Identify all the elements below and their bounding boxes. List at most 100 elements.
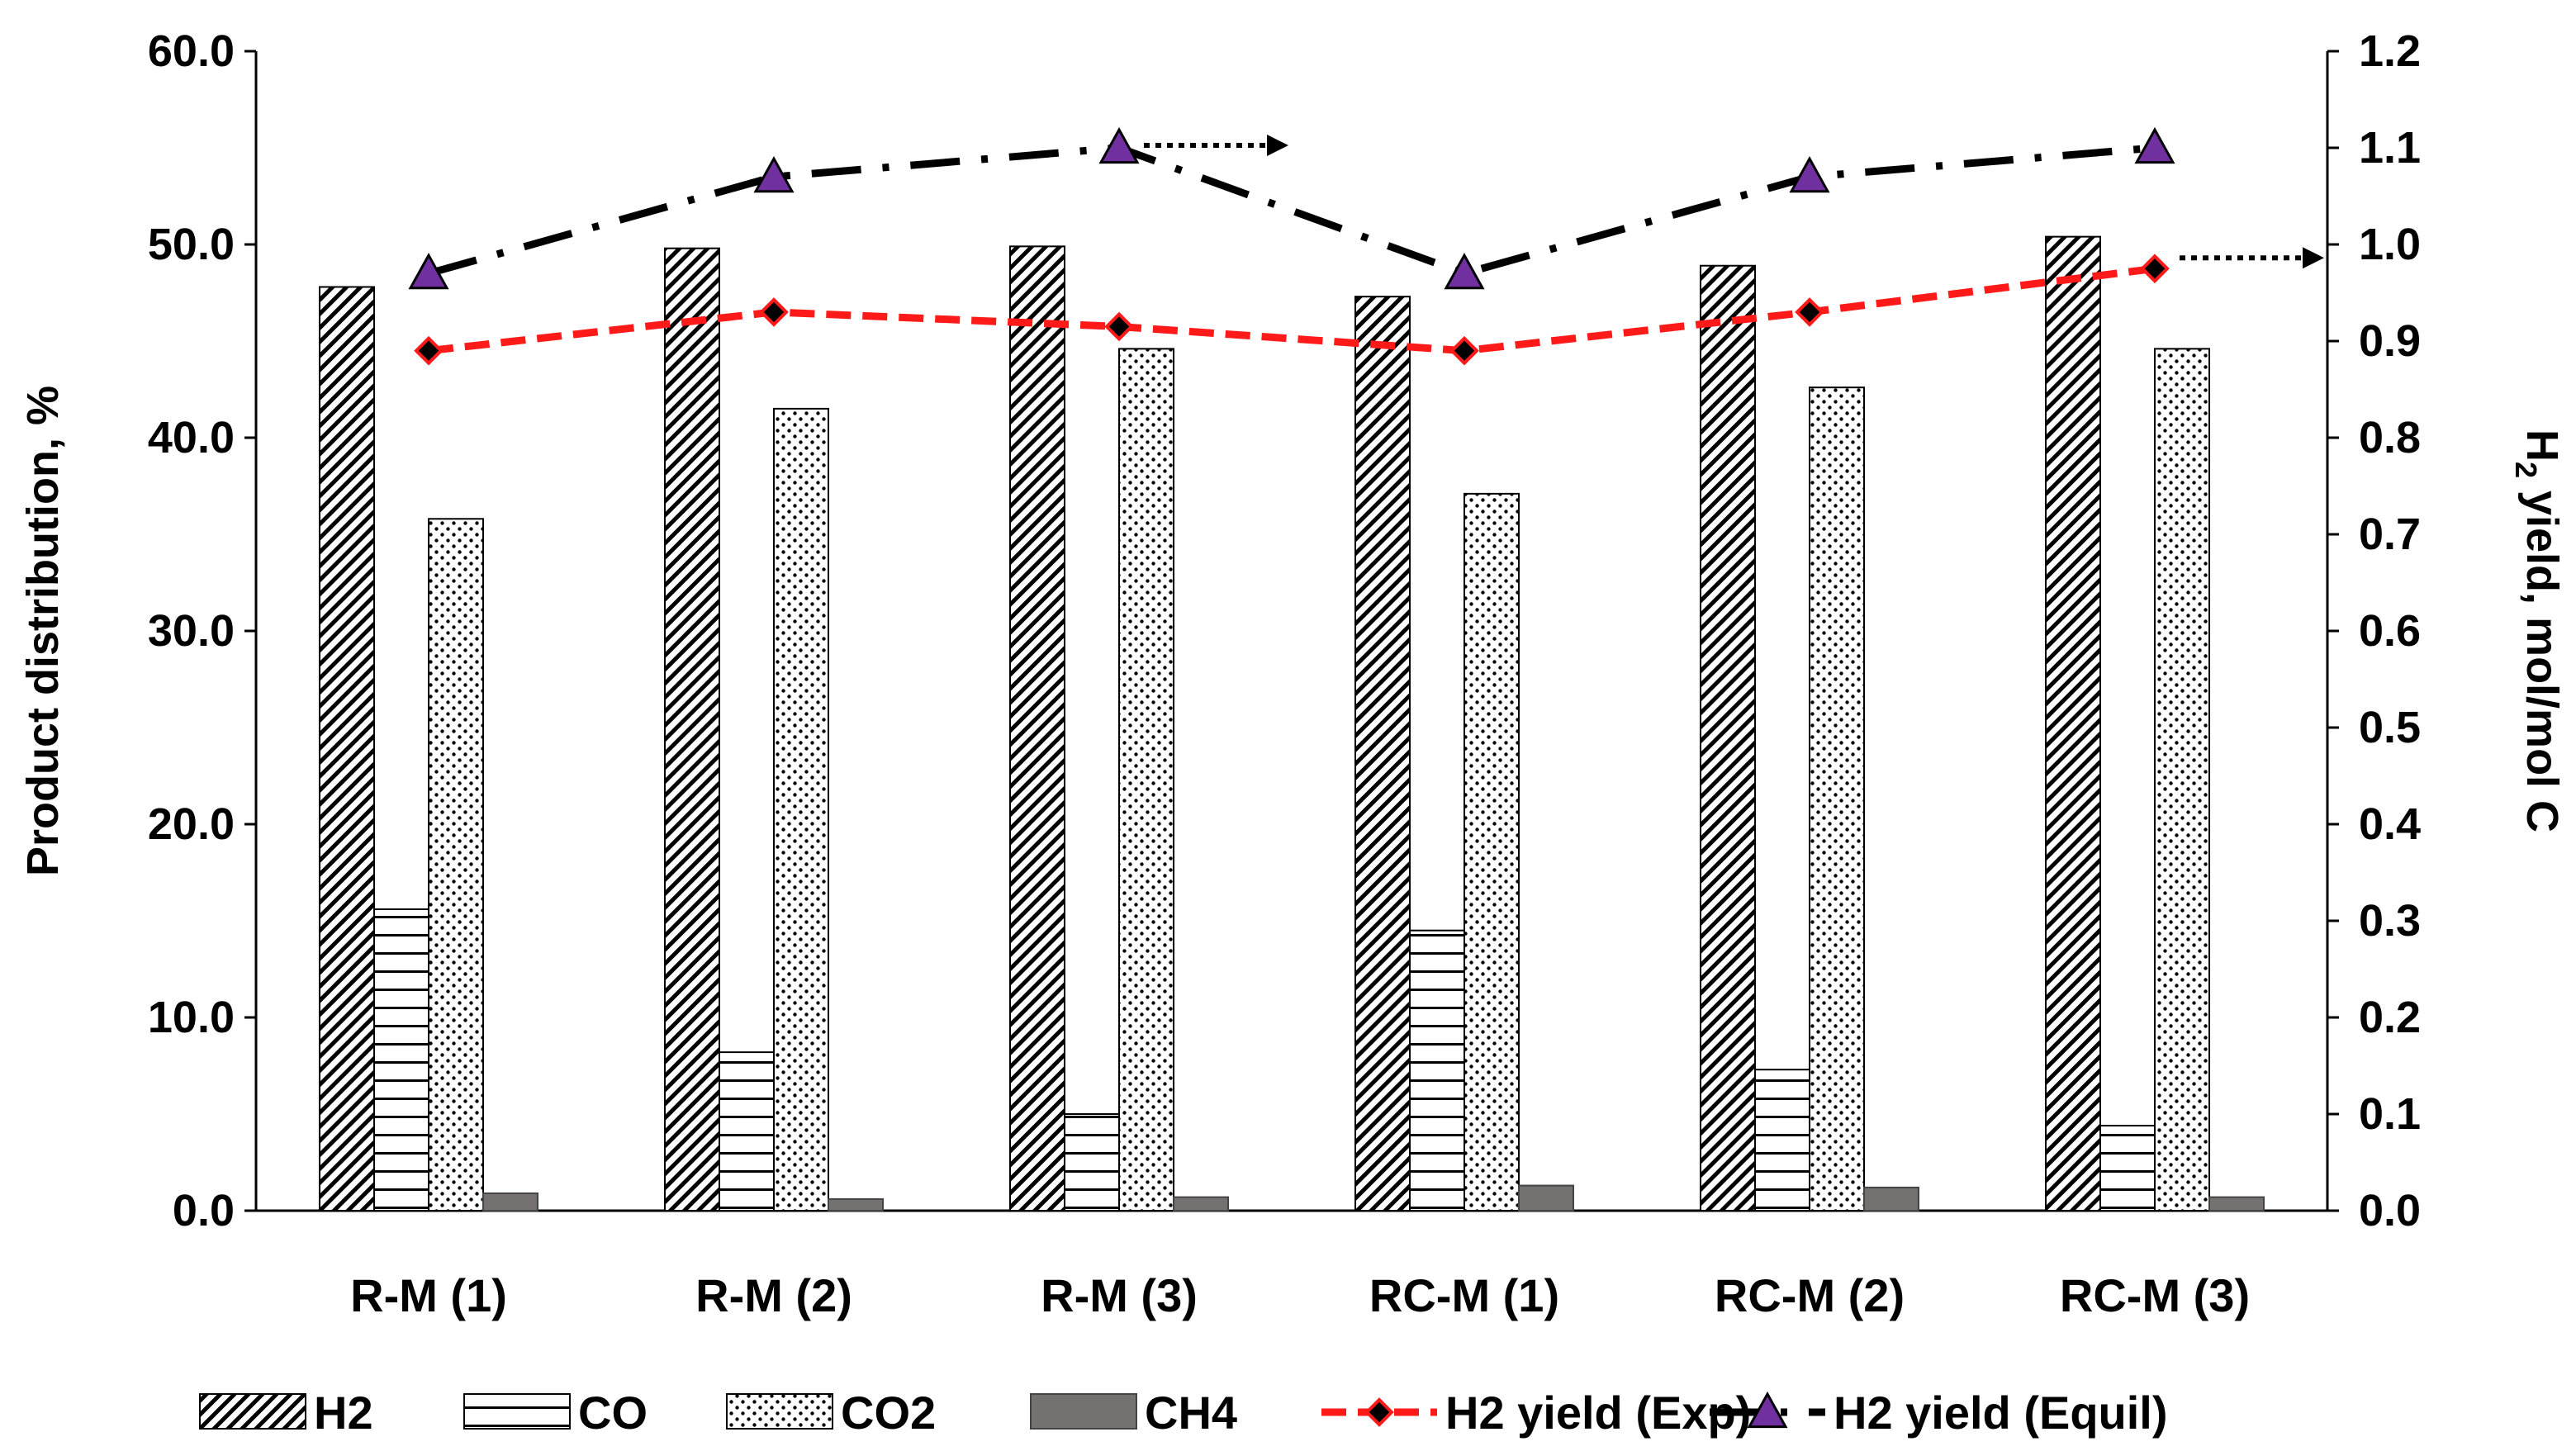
bar-h2-r-m-1 [319,286,375,1212]
bar-ch4-r-m-2 [828,1197,884,1212]
series-markers [408,126,2175,366]
category-label-r-m-3: R-M (3) [1041,1269,1198,1321]
annotation-arrow-head [2303,247,2324,269]
line-h2-yield-equil [427,144,2156,277]
left-tick-label: 50.0 [148,220,235,269]
right-axis-title-h: H [2517,429,2567,462]
category-label-r-m-2: R-M (2) [695,1269,852,1321]
marker-h2-yield-exp-rc-m-3 [2140,254,2170,284]
right-tick-label: 0.0 [2359,1186,2421,1235]
right-tick-label: 1.2 [2359,26,2421,76]
left-tick-label: 20.0 [148,799,235,849]
marker-h2-yield-equil-r-m-2 [753,156,795,193]
bar-h2-r-m-3 [1009,245,1065,1212]
bar-co2-rc-m-1 [1464,492,1520,1212]
legend-swatch-h2 [199,1393,306,1430]
bar-ch4-rc-m-2 [1863,1186,1919,1212]
left-axis-ticks: 0.0 10.0 20.0 30.0 40.0 50.0 60.0 [148,26,256,1235]
right-tick-label: 1.1 [2359,123,2421,173]
marker-h2-yield-exp-r-m-1 [414,335,444,366]
marker-h2-yield-equil-r-m-1 [408,253,449,290]
right-tick-label: 1.0 [2359,220,2421,269]
legend-item-co2: CO2 [726,1387,936,1439]
right-tick-label: 0.1 [2359,1089,2421,1139]
legend-item-h2-yield-exp: H2 yield (Exp) [1321,1387,1751,1439]
legend-label-co2: CO2 [841,1387,936,1439]
legend-swatch-co2 [726,1393,833,1430]
legend-item-h2: H2 [199,1387,373,1439]
left-tick-label: 0.0 [173,1186,235,1235]
bar-co2-rc-m-2 [1809,386,1865,1212]
right-tick-label: 0.2 [2359,993,2421,1042]
bar-co-rc-m-1 [1409,929,1465,1212]
bar-co2-r-m-1 [428,518,484,1212]
bar-ch4-r-m-3 [1173,1196,1229,1212]
axes [254,51,2329,1212]
bar-co-rc-m-2 [1754,1069,1810,1212]
bar-co-r-m-1 [373,908,429,1212]
right-axis-title: H2 yield, mol/mol C [2509,429,2567,832]
category-label-rc-m-2: RC-M (2) [1715,1269,1905,1321]
category-labels: R-M (1) R-M (2) R-M (3) RC-M (1) RC-M (2) RC-… [350,1269,2250,1321]
bar-ch4-r-m-1 [482,1192,538,1212]
bar-co-r-m-3 [1064,1113,1120,1212]
marker-h2-yield-exp-r-m-2 [759,297,789,327]
bar-co-rc-m-3 [2099,1125,2156,1212]
left-axis-title: Product distribution, % [18,386,68,876]
right-tick-label: 0.5 [2359,703,2421,752]
right-tick-label: 0.9 [2359,316,2421,366]
series-lines [427,144,2156,355]
legend-label-h2: H2 [314,1387,373,1439]
category-label-rc-m-1: RC-M (1) [1369,1269,1559,1321]
bars [319,235,2265,1212]
marker-h2-yield-equil-rc-m-1 [1444,253,1485,290]
category-label-rc-m-3: RC-M (3) [2060,1269,2250,1321]
right-tick-label: 0.6 [2359,606,2421,656]
right-tick-label: 0.8 [2359,413,2421,462]
legend-item-ch4: CH4 [1030,1387,1237,1439]
legend: H2 CO CO2 CH4 H2 yield (Exp) H2 yield (Equil) [199,1387,2168,1439]
legend-label-h2-yield-exp: H2 yield (Exp) [1445,1387,1751,1439]
bar-co2-r-m-3 [1118,348,1174,1212]
left-tick-label: 60.0 [148,26,235,76]
marker-h2-yield-exp-rc-m-1 [1449,335,1479,366]
right-axis-title-subscript: 2 [2509,462,2543,478]
legend-marker-h2-yield-equil [1747,1391,1788,1429]
right-axis-ticks: 0.0 0.1 0.2 0.3 0.4 0.5 0.6 0.7 0.8 0.9 1.0 1.1 1.2 [2327,26,2421,1235]
legend-marker-h2-yield-exp [1364,1397,1394,1427]
right-tick-label: 0.3 [2359,896,2421,946]
bar-h2-rc-m-1 [1354,296,1411,1212]
bar-co2-r-m-2 [773,407,829,1212]
legend-label-co: CO [578,1387,648,1439]
bar-ch4-rc-m-3 [2208,1196,2265,1212]
right-axis-title-rest: yield, mol/mol C [2517,478,2567,832]
annotation-arrow-h2-yield-equil [1144,135,1288,156]
legend-item-co: CO [463,1387,648,1439]
left-tick-label: 10.0 [148,993,235,1042]
bar-co-r-m-2 [719,1051,775,1212]
marker-h2-yield-equil-r-m-3 [1098,126,1140,164]
legend-swatch-co [463,1393,571,1430]
marker-h2-yield-equil-rc-m-2 [1789,156,1830,193]
bar-h2-rc-m-3 [2045,235,2101,1212]
legend-label-h2-yield-equil: H2 yield (Equil) [1834,1387,2168,1439]
left-tick-label: 40.0 [148,413,235,462]
bar-ch4-rc-m-1 [1518,1184,1574,1212]
marker-h2-yield-exp-rc-m-2 [1795,297,1824,327]
right-tick-label: 0.4 [2359,799,2421,849]
category-label-r-m-1: R-M (1) [350,1269,507,1321]
right-tick-label: 0.7 [2359,510,2421,559]
left-tick-label: 30.0 [148,606,235,656]
bar-co2-rc-m-3 [2154,348,2210,1212]
annotation-arrow-head [1267,135,1288,156]
annotations [1144,135,2324,269]
marker-h2-yield-equil-rc-m-3 [2134,126,2175,164]
legend-label-ch4: CH4 [1145,1387,1237,1439]
bar-h2-rc-m-2 [1700,264,1756,1212]
legend-swatch-ch4 [1030,1393,1137,1430]
bar-h2-r-m-2 [664,247,720,1212]
annotation-arrow-h2-yield-exp [2180,247,2324,269]
marker-h2-yield-exp-r-m-3 [1104,311,1134,342]
legend-item-h2-yield-equil: H2 yield (Equil) [1710,1387,2168,1439]
